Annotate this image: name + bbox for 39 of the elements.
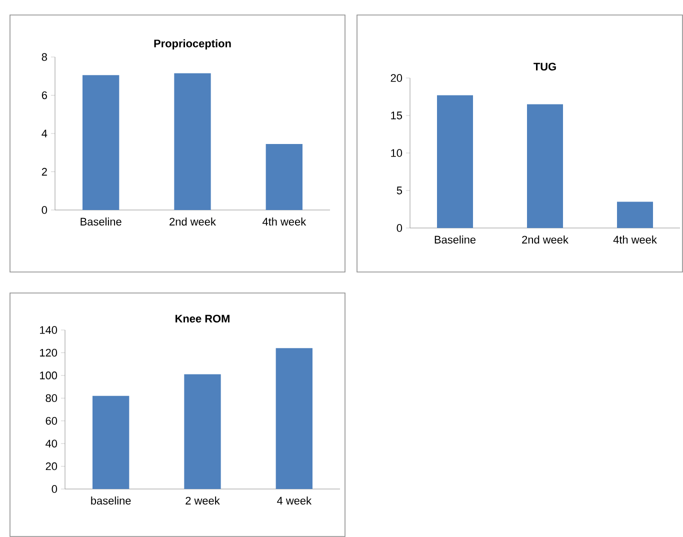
y-tick-label: 0 xyxy=(42,206,48,214)
y-tick-label: 15 xyxy=(391,112,402,120)
y-tick-label: 20 xyxy=(46,462,58,470)
y-tick-label: 100 xyxy=(40,372,58,380)
x-tick-label: Baseline xyxy=(80,218,122,226)
y-tick-label: 2 xyxy=(42,168,47,176)
y-tick-label: 0 xyxy=(396,224,402,232)
y-tick-label: 10 xyxy=(391,149,402,157)
bar xyxy=(184,374,221,489)
x-tick-label: 4th week xyxy=(262,218,306,226)
x-tick-label: 2nd week xyxy=(170,218,216,226)
y-tick-label: 6 xyxy=(42,91,47,100)
chart-title: Proprioception xyxy=(154,39,231,50)
x-tick-label: baseline xyxy=(91,496,131,505)
x-tick-label: 2 week xyxy=(186,496,220,505)
y-tick-label: 20 xyxy=(390,74,402,82)
bar xyxy=(527,104,564,228)
y-tick-label: 60 xyxy=(46,416,58,425)
y-tick-label: 5 xyxy=(396,186,402,194)
y-tick-label: 8 xyxy=(42,53,47,61)
y-tick-label: 0 xyxy=(52,485,58,493)
x-tick-label: 4th week xyxy=(613,236,657,244)
y-tick-label: 140 xyxy=(40,326,58,334)
bar xyxy=(266,144,302,210)
y-tick-label: 40 xyxy=(46,440,58,448)
y-tick-label: 120 xyxy=(40,348,58,357)
bar xyxy=(174,73,211,210)
chart-title: Knee ROM xyxy=(176,314,230,323)
x-tick-label: 4 week xyxy=(277,496,312,505)
bar xyxy=(92,396,130,489)
bar xyxy=(82,75,120,210)
y-tick-label: 4 xyxy=(42,130,48,138)
bar xyxy=(437,95,474,228)
bar xyxy=(276,348,312,489)
chart-title: TUG xyxy=(534,62,556,70)
x-tick-label: 2nd week xyxy=(522,236,568,244)
y-tick-label: 80 xyxy=(46,394,58,402)
bar xyxy=(617,202,654,228)
x-tick-label: Baseline xyxy=(434,236,476,244)
